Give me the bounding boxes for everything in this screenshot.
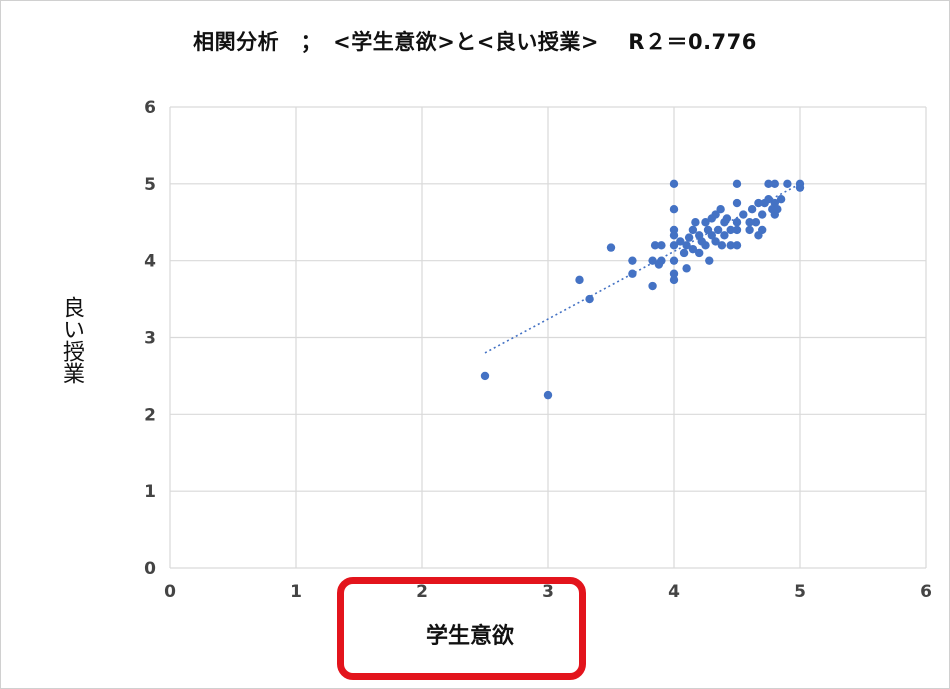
grid-lines <box>169 106 927 569</box>
data-points <box>480 179 805 400</box>
data-point <box>732 241 742 250</box>
y-axis-label: 良い授業 <box>59 296 84 384</box>
data-point <box>648 281 657 291</box>
data-point <box>669 231 679 240</box>
data-point <box>682 264 691 273</box>
data-point <box>770 179 779 189</box>
y-tick-label: 3 <box>144 329 156 349</box>
data-point <box>711 237 720 246</box>
y-tick-label: 0 <box>144 559 156 579</box>
data-point <box>628 269 637 278</box>
y-tick-label: 1 <box>144 482 156 502</box>
x-tick-label: 0 <box>164 582 176 602</box>
data-point <box>732 198 742 208</box>
data-point <box>751 218 761 227</box>
data-point <box>669 269 679 278</box>
data-point <box>585 294 594 304</box>
tick-labels: 0 1 2 3 4 5 6 0 1 2 3 4 5 6 <box>144 98 932 602</box>
data-point <box>776 195 786 204</box>
data-point <box>691 218 700 227</box>
x-tick-label: 4 <box>668 582 680 602</box>
data-point <box>716 204 725 214</box>
chart-title: 相関分析 ； <学生意欲>と<良い授業> R２＝0.776 <box>193 30 757 54</box>
data-point <box>726 225 735 235</box>
data-point <box>707 231 716 240</box>
x-tick-label: 2 <box>416 582 428 602</box>
data-point <box>682 241 691 250</box>
y-tick-label: 2 <box>144 405 156 425</box>
data-point <box>679 248 689 258</box>
data-point <box>717 241 727 250</box>
data-point <box>747 204 757 214</box>
data-point <box>657 256 666 265</box>
data-point <box>480 371 490 381</box>
data-point <box>754 198 763 208</box>
data-point <box>732 225 742 235</box>
data-point <box>758 225 767 235</box>
data-point <box>795 183 805 192</box>
data-point <box>669 179 679 189</box>
data-point <box>701 241 710 250</box>
data-point <box>726 241 735 250</box>
data-point <box>650 241 660 250</box>
data-point <box>669 256 679 265</box>
data-point <box>783 179 792 189</box>
data-point <box>739 210 748 219</box>
x-tick-label: 6 <box>920 582 932 602</box>
data-point <box>695 248 704 258</box>
data-point <box>705 256 714 265</box>
data-point <box>745 225 754 235</box>
data-point <box>758 210 767 219</box>
data-point <box>669 241 679 250</box>
data-point <box>628 256 637 265</box>
x-axis-label-highlight <box>337 577 586 680</box>
data-point <box>669 204 679 214</box>
data-point <box>648 256 657 265</box>
data-point <box>773 204 782 214</box>
data-point <box>676 237 685 246</box>
data-point <box>543 390 553 400</box>
data-point <box>764 179 773 189</box>
data-point <box>722 214 732 223</box>
x-tick-label: 1 <box>290 582 302 602</box>
data-point <box>720 231 729 240</box>
x-tick-label: 5 <box>794 582 806 602</box>
data-point <box>711 210 720 219</box>
data-point <box>688 225 698 235</box>
data-point <box>732 179 742 189</box>
data-point <box>606 243 616 252</box>
data-point <box>701 218 710 227</box>
y-tick-label: 5 <box>144 175 156 195</box>
data-point <box>713 225 723 235</box>
x-tick-label: 3 <box>542 582 554 602</box>
data-point <box>745 218 754 227</box>
x-axis-label: 学生意欲 <box>425 624 514 649</box>
data-point <box>657 241 666 250</box>
data-point <box>764 195 773 204</box>
data-point <box>684 233 694 242</box>
data-point <box>688 244 698 254</box>
data-point <box>732 218 742 227</box>
data-point <box>575 275 584 285</box>
data-point <box>669 275 679 285</box>
y-tick-label: 6 <box>144 98 156 118</box>
y-tick-label: 4 <box>144 252 156 272</box>
